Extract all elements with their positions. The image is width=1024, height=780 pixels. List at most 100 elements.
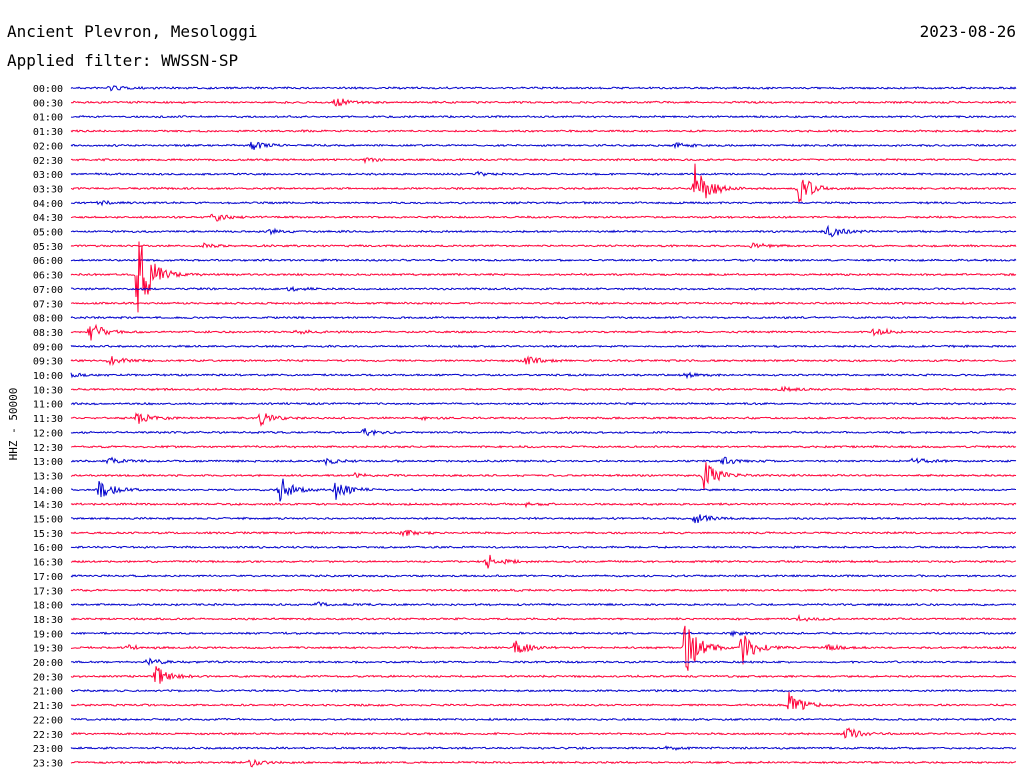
time-label: 07:30 <box>33 299 63 310</box>
seismic-trace <box>70 456 1017 467</box>
seismic-trace <box>70 412 1017 427</box>
time-label: 03:00 <box>33 170 63 181</box>
seismic-trace <box>70 242 1017 249</box>
time-label: 06:00 <box>33 256 63 267</box>
seismic-trace <box>70 688 1017 693</box>
seismic-trace <box>70 323 1017 341</box>
seismic-trace <box>70 163 1017 203</box>
time-label: 19:30 <box>33 644 63 655</box>
seismic-trace <box>70 501 1017 509</box>
seismic-trace <box>70 141 1017 150</box>
time-label: 02:00 <box>33 141 63 152</box>
time-label: 03:30 <box>33 184 63 195</box>
seismic-trace <box>70 258 1017 263</box>
station-title: Ancient Plevron, Mesologgi <box>7 22 258 41</box>
time-label: 19:00 <box>33 629 63 640</box>
seismic-trace <box>70 315 1017 320</box>
seismic-trace <box>70 344 1017 349</box>
seismic-trace <box>70 574 1017 578</box>
seismic-trace <box>70 428 1017 437</box>
seismic-trace <box>70 613 1017 622</box>
time-label: 20:00 <box>33 658 63 669</box>
seismic-trace <box>70 213 1017 222</box>
seismic-trace <box>70 371 1017 380</box>
time-label: 13:00 <box>33 457 63 468</box>
seismic-trace <box>70 727 1017 739</box>
filter-label: Applied filter: WWSSN-SP <box>7 51 239 70</box>
seismic-trace <box>70 170 1017 177</box>
seismic-trace <box>70 717 1017 722</box>
time-label: 00:00 <box>33 84 63 95</box>
time-label: 22:30 <box>33 730 63 741</box>
seismic-trace <box>70 285 1017 292</box>
seismic-trace <box>70 444 1017 449</box>
seismic-trace <box>70 657 1017 666</box>
y-axis-label: HHZ - 50000 <box>7 388 20 461</box>
seismic-trace <box>71 385 1017 393</box>
seismic-trace <box>70 588 1017 593</box>
time-label: 10:00 <box>33 371 63 382</box>
time-label: 05:30 <box>33 242 63 253</box>
time-label: 05:00 <box>33 228 63 239</box>
seismic-trace <box>70 758 1017 768</box>
time-label: 09:00 <box>33 342 63 353</box>
time-label: 07:00 <box>33 285 63 296</box>
seismic-trace <box>70 241 1017 313</box>
time-label: 01:00 <box>33 113 63 124</box>
time-label: 22:00 <box>33 715 63 726</box>
time-label: 14:30 <box>33 500 63 511</box>
time-label: 23:00 <box>33 744 63 755</box>
seismic-trace <box>70 601 1017 607</box>
time-label: 23:30 <box>33 758 63 769</box>
plot-date: 2023-08-26 <box>919 22 1016 41</box>
time-label: 04:00 <box>33 199 63 210</box>
time-label: 17:00 <box>33 572 63 583</box>
seismic-trace <box>70 478 1017 502</box>
time-label: 18:00 <box>33 601 63 612</box>
time-label: 04:30 <box>33 213 63 224</box>
seismic-trace <box>70 85 1017 92</box>
time-label: 16:00 <box>33 543 63 554</box>
seismic-trace <box>70 301 1017 306</box>
seismic-trace <box>70 199 1017 207</box>
seismic-trace <box>70 545 1017 550</box>
seismic-trace <box>70 745 1017 751</box>
time-label: 15:30 <box>33 529 63 540</box>
time-label: 21:00 <box>33 687 63 698</box>
seismic-trace <box>70 224 1017 238</box>
seismic-trace <box>70 514 1017 524</box>
time-label: 18:30 <box>33 615 63 626</box>
time-label: 13:30 <box>33 471 63 482</box>
time-label: 12:30 <box>33 443 63 454</box>
seismic-trace <box>70 462 1017 490</box>
seismic-trace <box>70 630 1017 638</box>
time-label: 15:00 <box>33 515 63 526</box>
seismic-trace <box>70 355 1017 367</box>
seismic-trace <box>70 114 1017 119</box>
time-label: 00:30 <box>33 98 63 109</box>
time-label: 10:30 <box>33 385 63 396</box>
time-label: 08:00 <box>33 314 63 325</box>
seismic-trace <box>70 554 1017 569</box>
time-label: 16:30 <box>33 558 63 569</box>
time-label: 21:30 <box>33 701 63 712</box>
seismic-trace <box>70 625 1017 671</box>
time-label: 08:30 <box>33 328 63 339</box>
time-label: 11:30 <box>33 414 63 425</box>
time-label: 12:00 <box>33 428 63 439</box>
seismic-trace <box>70 666 1017 684</box>
time-label: 20:30 <box>33 672 63 683</box>
seismic-trace <box>70 157 1017 165</box>
time-label: 09:30 <box>33 357 63 368</box>
time-label: 11:00 <box>33 400 63 411</box>
time-label: 06:30 <box>33 271 63 282</box>
seismic-trace <box>70 691 1017 711</box>
seismic-trace <box>70 529 1017 538</box>
seismic-trace <box>70 401 1017 406</box>
seismic-trace <box>70 98 1017 107</box>
time-label: 02:30 <box>33 156 63 167</box>
time-label: 14:00 <box>33 486 63 497</box>
time-label: 01:30 <box>33 127 63 138</box>
time-label: 17:30 <box>33 586 63 597</box>
